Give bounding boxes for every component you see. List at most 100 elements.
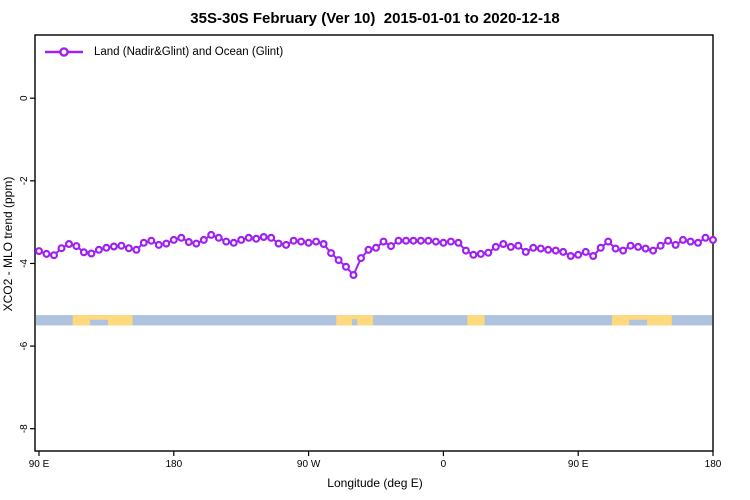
data-point-marker <box>521 247 530 256</box>
data-point-marker <box>297 237 306 246</box>
legend-line-marker-icon <box>45 47 83 57</box>
x-tick-label: 90 E <box>29 459 50 470</box>
data-point-marker <box>132 245 141 254</box>
data-point-marker <box>207 230 216 239</box>
data-point-marker <box>559 247 568 256</box>
data-point-marker <box>469 250 478 259</box>
ocean-notch <box>89 319 108 326</box>
data-point-marker <box>72 242 81 251</box>
data-point-marker <box>34 247 43 256</box>
x-tick-label: 90 W <box>297 459 321 470</box>
y-tick-label: -8 <box>19 424 30 433</box>
data-point-marker <box>664 236 673 245</box>
data-point-marker <box>199 235 208 244</box>
legend: Land (Nadir&Glint) and Ocean (Glint) <box>44 46 283 58</box>
data-point-marker <box>701 233 710 242</box>
ocean-notch <box>352 319 358 326</box>
y-tick-label: -2 <box>19 176 30 185</box>
x-axis-label: Longitude (deg E) <box>327 476 423 490</box>
data-point-marker <box>491 242 500 251</box>
data-point-marker <box>416 236 425 245</box>
chart-title: 35S-30S February (Ver 10) 2015-01-01 to … <box>190 10 560 27</box>
data-point-marker <box>214 233 223 242</box>
data-point-marker <box>94 245 103 254</box>
data-point-marker <box>109 242 118 251</box>
data-point-marker <box>304 238 313 247</box>
data-point-marker <box>319 240 328 249</box>
data-point-marker <box>274 239 283 248</box>
data-point-marker <box>439 238 448 247</box>
data-point-marker <box>461 246 470 255</box>
data-point-marker <box>334 256 343 265</box>
y-tick-label: 0 <box>19 95 30 101</box>
data-point-marker <box>529 243 538 252</box>
data-point-marker <box>342 262 351 271</box>
data-point-marker <box>184 238 193 247</box>
data-point-marker <box>626 241 635 250</box>
data-point-marker <box>87 249 96 258</box>
data-point-marker <box>708 235 717 244</box>
data-point-marker <box>506 242 515 251</box>
data-point-marker <box>282 240 291 249</box>
data-point-marker <box>544 245 553 254</box>
data-point-marker <box>394 236 403 245</box>
ocean-strip <box>36 315 712 326</box>
data-point-marker <box>147 236 156 245</box>
x-tick-label: 180 <box>165 459 182 470</box>
data-point-marker <box>79 248 88 257</box>
data-point-marker <box>102 243 111 252</box>
data-point-marker <box>379 237 388 246</box>
data-point-marker <box>589 252 598 261</box>
data-point-marker <box>574 250 583 259</box>
data-point-marker <box>64 240 73 249</box>
land-segment <box>467 315 485 326</box>
data-point-marker <box>49 251 58 260</box>
data-point-marker <box>514 241 523 250</box>
data-point-marker <box>431 237 440 246</box>
data-point-marker <box>446 237 455 246</box>
data-point-marker <box>327 249 336 258</box>
data-point-marker <box>124 244 133 253</box>
data-point-marker <box>259 233 268 242</box>
y-tick-label: -4 <box>19 259 30 268</box>
data-point-marker <box>536 244 545 253</box>
data-point-marker <box>192 239 201 248</box>
data-point-marker <box>499 240 508 249</box>
data-point-marker <box>372 243 381 252</box>
x-tick-label: 90 E <box>568 459 589 470</box>
data-point-marker <box>169 235 178 244</box>
data-point-marker <box>289 236 298 245</box>
data-point-marker <box>387 242 396 251</box>
data-point-marker <box>596 243 605 252</box>
data-point-marker <box>686 237 695 246</box>
data-point-marker <box>649 246 658 255</box>
x-tick-label: 0 <box>441 459 447 470</box>
data-point-marker <box>656 241 665 250</box>
data-point-marker <box>177 233 186 242</box>
data-point-marker <box>357 254 366 263</box>
data-point-marker <box>693 238 702 247</box>
data-point-marker <box>551 246 560 255</box>
data-point-marker <box>581 247 590 256</box>
data-point-marker <box>476 249 485 258</box>
data-point-marker <box>57 244 66 253</box>
data-point-marker <box>222 237 231 246</box>
data-point-marker <box>409 236 418 245</box>
ocean-notch <box>629 319 648 326</box>
data-point-marker <box>154 240 163 249</box>
data-point-marker <box>604 237 613 246</box>
data-point-marker <box>424 236 433 245</box>
data-point-marker <box>244 233 253 242</box>
y-tick-label: -6 <box>19 341 30 350</box>
data-point-marker <box>484 248 493 257</box>
data-point-marker <box>252 234 261 243</box>
data-point-marker <box>454 238 463 247</box>
data-point-marker <box>267 233 276 242</box>
data-point-marker <box>237 235 246 244</box>
data-point-marker <box>139 238 148 247</box>
data-point-marker <box>402 236 411 245</box>
data-point-marker <box>566 252 575 261</box>
data-point-marker <box>312 237 321 246</box>
data-point-marker <box>619 246 628 255</box>
